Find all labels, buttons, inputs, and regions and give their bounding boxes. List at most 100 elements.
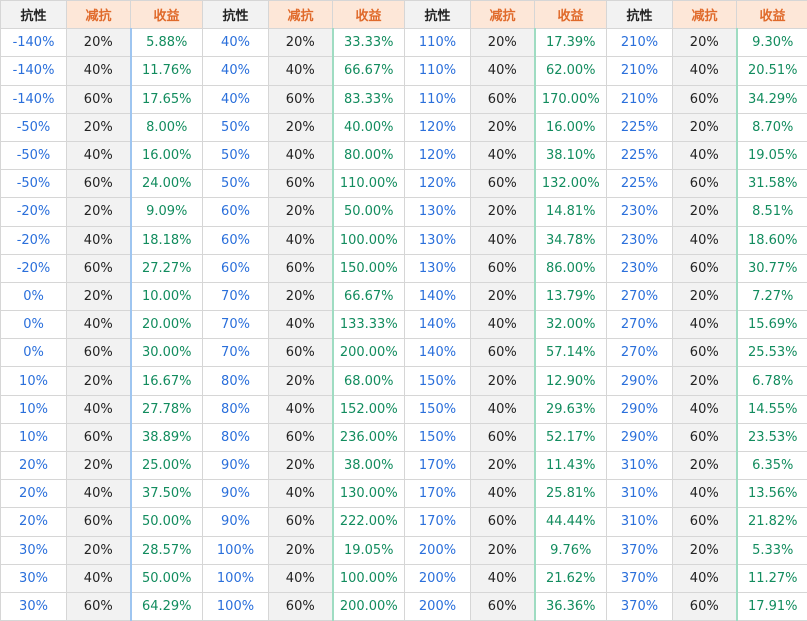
gain-cell: 34.29% (737, 85, 807, 113)
resistance-cell: 230% (607, 254, 673, 282)
table-row: -50%20%8.00%50%20%40.00%120%20%16.00%225… (1, 113, 807, 141)
table-row: 10%20%16.67%80%20%68.00%150%20%12.90%290… (1, 367, 807, 395)
resistance-cell: 90% (203, 452, 269, 480)
reduction-cell: 60% (673, 254, 737, 282)
resistance-cell: 60% (203, 198, 269, 226)
gain-cell: 150.00% (333, 254, 405, 282)
gain-cell: 130.00% (333, 480, 405, 508)
reduction-cell: 20% (67, 113, 131, 141)
gain-cell: 29.63% (535, 395, 607, 423)
table-row: 20%40%37.50%90%40%130.00%170%40%25.81%31… (1, 480, 807, 508)
reduction-cell: 20% (471, 113, 535, 141)
gain-cell: 17.39% (535, 29, 607, 57)
resistance-cell: 40% (203, 85, 269, 113)
header-reduction-1: 减抗 (67, 1, 131, 29)
reduction-cell: 60% (67, 170, 131, 198)
resistance-cell: 210% (607, 85, 673, 113)
gain-cell: 14.81% (535, 198, 607, 226)
gain-cell: 132.00% (535, 170, 607, 198)
table-row: 10%40%27.78%80%40%152.00%150%40%29.63%29… (1, 395, 807, 423)
resistance-cell: 0% (1, 282, 67, 310)
gain-cell: 83.33% (333, 85, 405, 113)
resistance-cell: 225% (607, 113, 673, 141)
gain-cell: 170.00% (535, 85, 607, 113)
reduction-cell: 60% (67, 85, 131, 113)
table-row: -50%40%16.00%50%40%80.00%120%40%38.10%22… (1, 141, 807, 169)
table-row: 0%40%20.00%70%40%133.33%140%40%32.00%270… (1, 311, 807, 339)
table-body: -140%20%5.88%40%20%33.33%110%20%17.39%21… (1, 29, 807, 621)
reduction-cell: 60% (673, 592, 737, 620)
header-gain-2: 收益 (333, 1, 405, 29)
reduction-cell: 20% (471, 536, 535, 564)
gain-cell: 8.70% (737, 113, 807, 141)
resistance-cell: 290% (607, 367, 673, 395)
gain-cell: 152.00% (333, 395, 405, 423)
resistance-cell: -50% (1, 113, 67, 141)
resistance-cell: -50% (1, 170, 67, 198)
reduction-cell: 20% (673, 29, 737, 57)
gain-cell: 86.00% (535, 254, 607, 282)
gain-cell: 12.90% (535, 367, 607, 395)
gain-cell: 38.00% (333, 452, 405, 480)
reduction-cell: 40% (673, 564, 737, 592)
reduction-cell: 20% (673, 452, 737, 480)
resistance-cell: 70% (203, 282, 269, 310)
gain-cell: 7.27% (737, 282, 807, 310)
gain-cell: 66.67% (333, 57, 405, 85)
gain-cell: 62.00% (535, 57, 607, 85)
reduction-cell: 60% (67, 592, 131, 620)
gain-cell: 31.58% (737, 170, 807, 198)
gain-cell: 11.27% (737, 564, 807, 592)
resistance-cell: 20% (1, 508, 67, 536)
gain-cell: 6.35% (737, 452, 807, 480)
reduction-cell: 40% (471, 311, 535, 339)
resistance-cell: 0% (1, 339, 67, 367)
resistance-cell: -140% (1, 85, 67, 113)
resistance-cell: -20% (1, 226, 67, 254)
resistance-cell: 370% (607, 592, 673, 620)
reduction-cell: 60% (673, 423, 737, 451)
resistance-cell: 290% (607, 423, 673, 451)
reduction-cell: 20% (67, 282, 131, 310)
gain-cell: 6.78% (737, 367, 807, 395)
gain-cell: 200.00% (333, 339, 405, 367)
resistance-cell: 110% (405, 29, 471, 57)
resistance-cell: 200% (405, 592, 471, 620)
gain-cell: 44.44% (535, 508, 607, 536)
resistance-cell: 170% (405, 452, 471, 480)
resistance-cell: 120% (405, 141, 471, 169)
resistance-cell: 90% (203, 508, 269, 536)
gain-cell: 100.00% (333, 564, 405, 592)
gain-cell: 8.51% (737, 198, 807, 226)
header-row: 抗性减抗收益抗性减抗收益抗性减抗收益抗性减抗收益 (1, 1, 807, 29)
resistance-cell: 110% (405, 57, 471, 85)
resistance-cell: 90% (203, 480, 269, 508)
resistance-cell: 310% (607, 452, 673, 480)
resistance-cell: 50% (203, 113, 269, 141)
table-row: 0%60%30.00%70%60%200.00%140%60%57.14%270… (1, 339, 807, 367)
resistance-cell: 120% (405, 170, 471, 198)
reduction-cell: 60% (269, 592, 333, 620)
resistance-cell: 270% (607, 339, 673, 367)
reduction-cell: 20% (67, 367, 131, 395)
reduction-cell: 40% (67, 226, 131, 254)
gain-cell: 10.00% (131, 282, 203, 310)
reduction-cell: 20% (269, 282, 333, 310)
gain-cell: 27.78% (131, 395, 203, 423)
reduction-cell: 40% (673, 395, 737, 423)
reduction-cell: 20% (471, 282, 535, 310)
gain-cell: 20.51% (737, 57, 807, 85)
reduction-cell: 40% (67, 311, 131, 339)
gain-cell: 21.62% (535, 564, 607, 592)
reduction-cell: 60% (471, 592, 535, 620)
gain-cell: 23.53% (737, 423, 807, 451)
reduction-cell: 20% (471, 198, 535, 226)
resistance-cell: 270% (607, 311, 673, 339)
gain-cell: 5.88% (131, 29, 203, 57)
table-row: -140%20%5.88%40%20%33.33%110%20%17.39%21… (1, 29, 807, 57)
resistance-cell: 150% (405, 367, 471, 395)
gain-cell: 37.50% (131, 480, 203, 508)
reduction-cell: 60% (269, 508, 333, 536)
resistance-cell: 140% (405, 282, 471, 310)
gain-cell: 52.17% (535, 423, 607, 451)
